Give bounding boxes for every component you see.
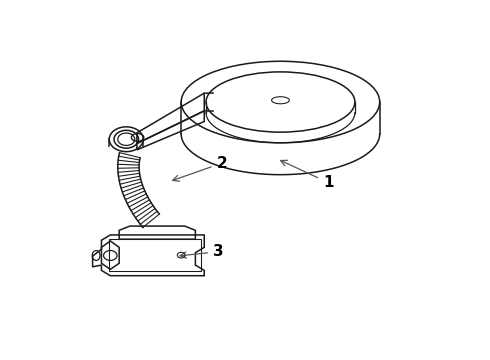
- Text: 1: 1: [281, 160, 334, 190]
- Text: 2: 2: [173, 156, 227, 181]
- Text: 3: 3: [180, 244, 224, 259]
